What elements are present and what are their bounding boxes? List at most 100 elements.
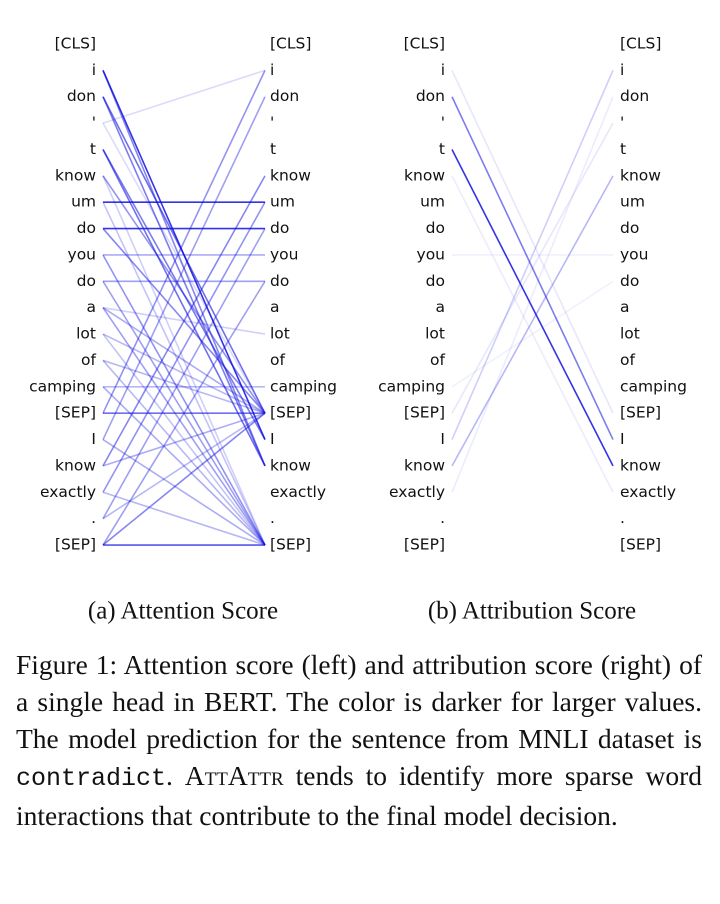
attention-link bbox=[102, 280, 266, 546]
token-left: [SEP] bbox=[404, 536, 445, 554]
token-left: know bbox=[55, 456, 96, 474]
token-left: know bbox=[55, 166, 96, 184]
attention-link bbox=[102, 359, 266, 546]
caption-smallcaps: AttAttr bbox=[184, 760, 284, 791]
token-left: do bbox=[426, 272, 445, 290]
attention-link bbox=[102, 254, 266, 546]
token-right: um bbox=[620, 193, 645, 211]
token-right: um bbox=[270, 193, 295, 211]
attention-link bbox=[102, 491, 266, 546]
token-left: a bbox=[436, 298, 446, 316]
token-right: . bbox=[270, 509, 275, 527]
token-left: I bbox=[440, 430, 445, 448]
token-right: [SEP] bbox=[270, 404, 311, 422]
token-left: . bbox=[440, 509, 445, 527]
token-right: exactly bbox=[270, 483, 326, 501]
attention-link bbox=[451, 175, 614, 493]
token-left: of bbox=[430, 351, 445, 369]
token-left: t bbox=[439, 140, 445, 158]
attention-link bbox=[102, 175, 266, 546]
token-right: [SEP] bbox=[620, 404, 661, 422]
token-left: i bbox=[92, 61, 96, 79]
caption: Figure 1: Attention score (left) and att… bbox=[16, 646, 702, 834]
token-left: I bbox=[91, 430, 96, 448]
token-right: you bbox=[620, 245, 648, 263]
token-left: [SEP] bbox=[55, 404, 96, 422]
attention-link bbox=[102, 70, 266, 414]
attention-link bbox=[102, 438, 266, 546]
attention-link bbox=[102, 96, 266, 414]
attention-link bbox=[102, 175, 266, 414]
attention-link bbox=[102, 333, 266, 546]
token-left: [CLS] bbox=[55, 35, 96, 53]
token-right: exactly bbox=[620, 483, 676, 501]
token-left: you bbox=[68, 245, 96, 263]
token-left: don bbox=[416, 87, 445, 105]
attention-link bbox=[102, 70, 266, 467]
token-right: t bbox=[620, 140, 626, 158]
token-right: know bbox=[620, 166, 661, 184]
attention-link bbox=[102, 201, 266, 493]
attention-link bbox=[102, 96, 266, 467]
token-right: don bbox=[270, 87, 299, 105]
token-left: lot bbox=[76, 325, 96, 343]
attention-link bbox=[102, 412, 266, 520]
attention-link bbox=[102, 201, 266, 546]
token-left: [SEP] bbox=[404, 404, 445, 422]
token-right: you bbox=[270, 245, 298, 263]
caption-code: contradict bbox=[16, 764, 167, 793]
token-left: do bbox=[77, 272, 96, 290]
attention-link bbox=[102, 412, 266, 546]
figure: [CLS] [CLS] i i don don ' ' t t know know um um do do yo… bbox=[29, 35, 687, 625]
attention-link bbox=[451, 122, 614, 414]
caption-text: tends to identify more sparse word inter… bbox=[16, 760, 703, 831]
token-right: a bbox=[620, 298, 630, 316]
attention-link bbox=[102, 122, 266, 414]
caption-text: Figure 1: Attention score (left) and att… bbox=[16, 649, 702, 754]
attention-link bbox=[102, 149, 266, 440]
token-right: know bbox=[270, 166, 311, 184]
token-right: don bbox=[620, 87, 649, 105]
token-left: um bbox=[71, 193, 96, 211]
token-left: [SEP] bbox=[55, 536, 96, 554]
token-right: . bbox=[620, 509, 625, 527]
token-left: camping bbox=[378, 377, 445, 395]
token-right: a bbox=[270, 298, 280, 316]
attention-link bbox=[102, 96, 266, 440]
attention-link bbox=[102, 306, 266, 335]
token-right: camping bbox=[620, 377, 687, 395]
token-right: know bbox=[620, 456, 661, 474]
token-right: lot bbox=[620, 325, 640, 343]
token-left: [CLS] bbox=[404, 35, 445, 53]
attention-link bbox=[102, 307, 266, 546]
token-left: lot bbox=[425, 325, 445, 343]
token-left: exactly bbox=[389, 483, 445, 501]
token-right: ' bbox=[270, 114, 274, 132]
attention-link bbox=[102, 175, 266, 467]
attention-link bbox=[451, 149, 614, 467]
token-right: lot bbox=[270, 325, 290, 343]
token-left: know bbox=[404, 166, 445, 184]
token-right: i bbox=[620, 61, 624, 79]
token-left: um bbox=[420, 193, 445, 211]
token-right: do bbox=[620, 219, 639, 237]
token-right: [CLS] bbox=[620, 35, 661, 53]
attention-link bbox=[102, 359, 266, 414]
token-right: camping bbox=[270, 377, 337, 395]
attention-link bbox=[102, 333, 266, 414]
token-right: of bbox=[270, 351, 285, 369]
token-left: you bbox=[417, 245, 445, 263]
subcaption: (b) Attribution Score bbox=[428, 598, 636, 625]
attention-link bbox=[451, 96, 614, 440]
token-left: do bbox=[426, 219, 445, 237]
token-right: know bbox=[270, 456, 311, 474]
token-left: ' bbox=[92, 114, 96, 132]
caption-text: . bbox=[166, 760, 185, 791]
token-right: t bbox=[270, 140, 276, 158]
attention-link bbox=[451, 70, 614, 414]
attention-link bbox=[451, 96, 614, 493]
token-right: [SEP] bbox=[620, 536, 661, 554]
attention-link bbox=[102, 149, 266, 467]
token-left: . bbox=[91, 509, 96, 527]
